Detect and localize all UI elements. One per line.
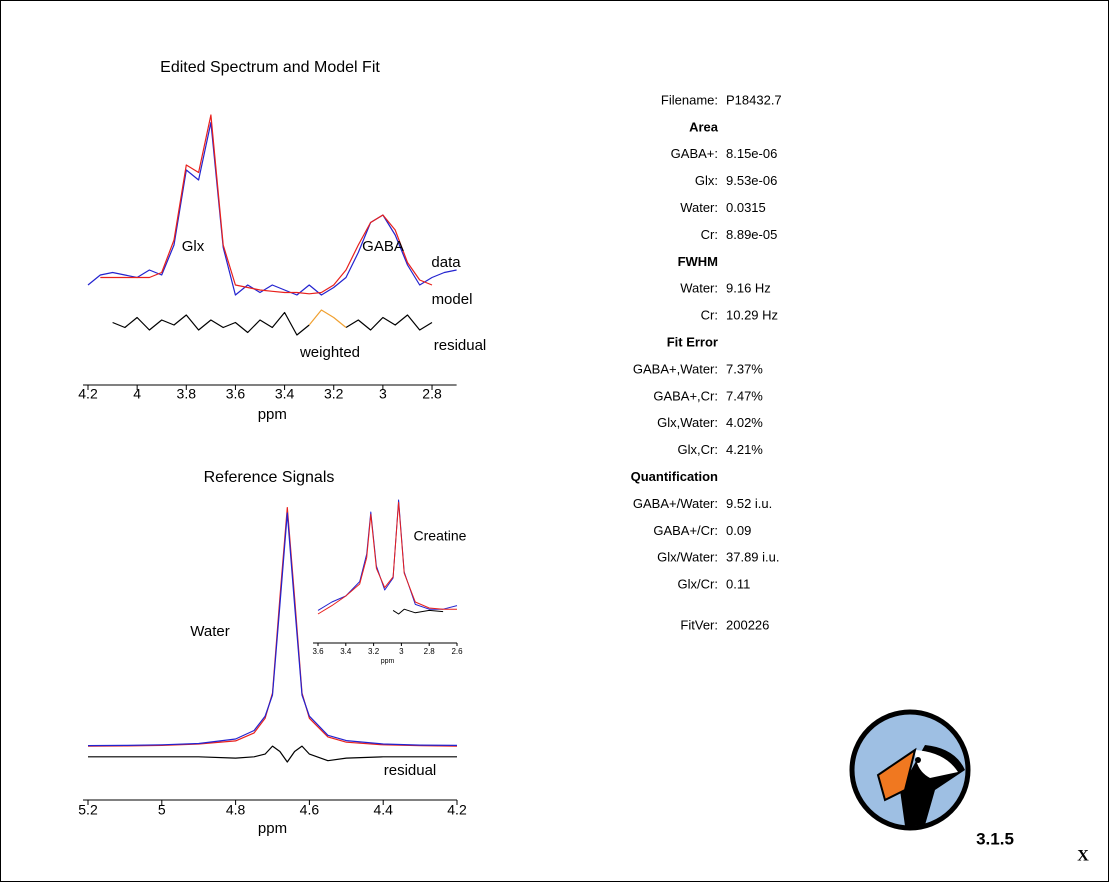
info-label: FitVer: — [680, 618, 718, 633]
x-tick-label: 3.2 — [368, 647, 380, 656]
info-value: 0.0315 — [726, 200, 766, 215]
x-tick-label: 3 — [399, 647, 404, 656]
info-value: 8.15e-06 — [726, 146, 777, 161]
x-tick-label: 4.2 — [78, 386, 98, 402]
info-value: 0.11 — [726, 577, 750, 592]
info-value: 8.89e-05 — [726, 227, 777, 242]
x-tick-label: 2.8 — [424, 647, 436, 656]
section-heading: FWHM — [678, 254, 718, 269]
info-value: 4.02% — [726, 415, 763, 430]
info-value: 7.37% — [726, 361, 763, 376]
x-tick-label: 5.2 — [78, 802, 98, 818]
series-label: data — [431, 254, 461, 271]
x-tick-label: 3.6 — [312, 647, 324, 656]
info-label: Glx/Cr: — [678, 577, 718, 592]
info-value: 37.89 i.u. — [726, 550, 780, 565]
info-value: 200226 — [726, 618, 769, 633]
info-label: GABA+/Water: — [633, 496, 718, 511]
info-label: Glx/Water: — [657, 550, 718, 565]
x-tick-label: 4 — [133, 386, 141, 402]
x-tick-label: 3 — [379, 386, 387, 402]
info-value: 9.52 i.u. — [726, 496, 772, 511]
x-tick-label: 2.8 — [422, 386, 442, 402]
x-axis-label: ppm — [258, 820, 287, 837]
series-label: residual — [434, 337, 487, 354]
chart-title: Edited Spectrum and Model Fit — [160, 59, 380, 76]
info-value: 7.47% — [726, 388, 763, 403]
x-axis-label: ppm — [258, 406, 287, 423]
version: 3.1.5 — [976, 829, 1014, 848]
x-tick-label: 3.6 — [226, 386, 246, 402]
info-label: GABA+: — [671, 146, 718, 161]
info-label: GABA+,Cr: — [653, 388, 718, 403]
info-label: Filename: — [661, 92, 718, 107]
info-value: 0.09 — [726, 523, 751, 538]
annotation: Water — [190, 623, 229, 640]
info-value: 9.53e-06 — [726, 173, 777, 188]
section-heading: Area — [689, 119, 719, 134]
info-label: GABA+,Water: — [633, 361, 718, 376]
info-value: P18432.7 — [726, 92, 782, 107]
close-button[interactable]: X — [1077, 848, 1089, 865]
info-label: Glx,Cr: — [678, 442, 718, 457]
x-tick-label: 5 — [158, 802, 166, 818]
annotation: Glx — [182, 238, 205, 255]
x-axis-label: ppm — [381, 658, 395, 665]
x-tick-label: 3.4 — [275, 386, 295, 402]
x-tick-label: 4.6 — [300, 802, 320, 818]
info-value: 10.29 Hz — [726, 308, 778, 323]
info-value: 9.16 Hz — [726, 281, 771, 296]
section-heading: Fit Error — [667, 335, 718, 350]
info-label: Water: — [680, 281, 718, 296]
x-tick-label: 4.8 — [226, 802, 246, 818]
annotation: GABA — [362, 238, 404, 255]
x-tick-label: 3.2 — [324, 386, 344, 402]
info-label: Cr: — [701, 308, 718, 323]
series-label: residual — [384, 762, 437, 779]
puffin-eye — [915, 757, 921, 763]
x-tick-label: 3.8 — [177, 386, 197, 402]
x-tick-label: 4.2 — [447, 802, 467, 818]
x-tick-label: 2.6 — [451, 647, 463, 656]
annotation: Creatine — [414, 528, 467, 544]
info-label: Glx,Water: — [657, 415, 718, 430]
section-heading: Quantification — [631, 469, 718, 484]
figure: 3.1.5 X Edited Spectrum and Model Fit 4.2… — [0, 0, 1109, 882]
series-label: model — [432, 291, 473, 308]
logo — [852, 712, 968, 828]
x-tick-label: 4.4 — [373, 802, 393, 818]
series-label: weighted — [299, 344, 360, 361]
info-value: 4.21% — [726, 442, 763, 457]
info-label: Water: — [680, 200, 718, 215]
x-tick-label: 3.4 — [340, 647, 352, 656]
info-label: Glx: — [695, 173, 718, 188]
info-label: Cr: — [701, 227, 718, 242]
info-label: GABA+/Cr: — [653, 523, 718, 538]
chart-title: Reference Signals — [204, 469, 335, 486]
